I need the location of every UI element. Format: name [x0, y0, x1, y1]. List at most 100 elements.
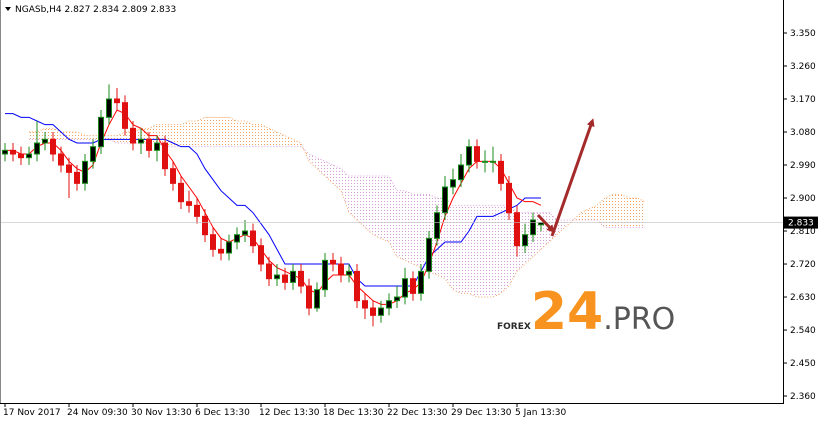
cloud-segment: [381, 176, 389, 243]
cloud-segment: [365, 176, 373, 235]
cloud-segment: [245, 121, 253, 147]
candle-body: [434, 212, 440, 239]
candle-body: [386, 300, 392, 309]
candle-body: [258, 245, 264, 265]
y-tick-label: 2.630: [790, 293, 816, 303]
candle-body: [418, 270, 424, 294]
x-tick-label: 5 Jan 13:30: [515, 408, 567, 418]
cloud-segment: [149, 124, 157, 144]
x-tick-label: 22 Dec 13:30: [387, 408, 448, 418]
cloud-segment: [389, 176, 397, 257]
x-tick-label: 18 Dec 13:30: [323, 408, 384, 418]
candle-body: [106, 98, 112, 118]
candle-body: [346, 270, 352, 276]
price-badge: [784, 216, 818, 229]
candle-body: [362, 300, 368, 309]
candle-body: [330, 259, 336, 265]
candle-body: [82, 160, 88, 184]
y-tick-label: 2.450: [790, 359, 816, 369]
cloud-segment: [117, 132, 125, 144]
x-tick-label: 30 Nov 13:30: [131, 408, 192, 418]
candle-body: [178, 182, 184, 203]
cloud-segment: [461, 205, 469, 294]
watermark-number: 24: [531, 282, 603, 342]
candle-body: [58, 153, 64, 166]
cloud-segment: [557, 220, 565, 235]
cloud-segment: [565, 220, 573, 228]
cloud-segment: [229, 117, 237, 147]
cloud-segment: [173, 124, 181, 147]
candle-body: [266, 263, 272, 280]
candle-body: [466, 146, 472, 166]
candle-body: [402, 278, 408, 298]
last-close: 2.833: [150, 5, 176, 15]
candle-body: [66, 164, 72, 173]
candle-body: [194, 204, 200, 217]
cloud-segment: [53, 128, 61, 140]
cloud-segment: [221, 117, 229, 147]
candle-body: [538, 222, 544, 226]
candle-body: [130, 127, 136, 144]
candle-body: [90, 146, 96, 162]
y-tick-label: 3.170: [790, 95, 816, 105]
y-tick-label: 2.540: [790, 326, 816, 336]
candle-body: [2, 149, 8, 155]
cloud-segment: [325, 161, 333, 184]
y-tick-label: 2.360: [790, 392, 816, 402]
cloud-segment: [413, 194, 421, 268]
cloud-segment: [69, 132, 77, 140]
watermark-brand: FOREX: [497, 322, 531, 332]
candle-body: [74, 171, 80, 184]
cloud-segment: [285, 135, 293, 147]
plot-area: [0, 84, 783, 327]
candle-body: [154, 142, 160, 151]
candle-body: [18, 153, 24, 159]
candle-body: [394, 296, 400, 302]
cloud-segment: [45, 128, 53, 140]
x-tick-label: 29 Dec 13:30: [451, 408, 512, 418]
candle-body: [378, 307, 384, 316]
watermark: FOREX24.PRO: [497, 282, 675, 342]
candle-body: [146, 138, 152, 151]
cloud-segment: [621, 194, 629, 228]
cloud-segment: [301, 143, 309, 162]
candle-body: [50, 138, 56, 155]
candle-body: [410, 278, 416, 294]
candle-body: [530, 219, 536, 236]
candle-body: [514, 212, 520, 247]
x-tick-label: 6 Dec 13:30: [195, 408, 250, 418]
cloud-segment: [165, 124, 173, 147]
last-low: 2.809: [122, 5, 148, 15]
cloud-segment: [253, 124, 261, 147]
candle-body: [234, 234, 240, 243]
candle-body: [186, 201, 192, 206]
cloud-segment: [493, 205, 501, 298]
y-tick-label: 2.720: [790, 260, 816, 270]
candle-body: [370, 307, 376, 316]
y-tick-label: 2.810: [790, 227, 816, 237]
y-tick-label: 2.990: [790, 161, 816, 171]
x-tick-label: 24 Nov 09:30: [67, 408, 128, 418]
y-tick-label: 3.080: [790, 128, 816, 138]
cloud-segment: [629, 198, 637, 228]
cloud-segment: [29, 132, 37, 140]
cloud-segment: [597, 198, 605, 228]
cloud-segment: [637, 198, 645, 228]
candle-body: [442, 186, 448, 214]
cloud-segment: [77, 132, 85, 140]
cloud-segment: [309, 154, 317, 169]
forecast-arrow: [550, 118, 595, 237]
menu-triangle: [5, 7, 11, 11]
candle-body: [218, 248, 224, 254]
y-tick-label: 2.900: [790, 194, 816, 204]
cloud-segment: [445, 198, 453, 290]
candle-body: [506, 182, 512, 214]
cloud-segment: [277, 132, 285, 147]
candle-body: [474, 146, 480, 162]
cloud-segment: [189, 121, 197, 147]
cloud-segment: [37, 128, 45, 140]
candle-body: [274, 274, 280, 280]
cloud-segment: [205, 117, 213, 147]
cloud-segment: [349, 176, 357, 221]
